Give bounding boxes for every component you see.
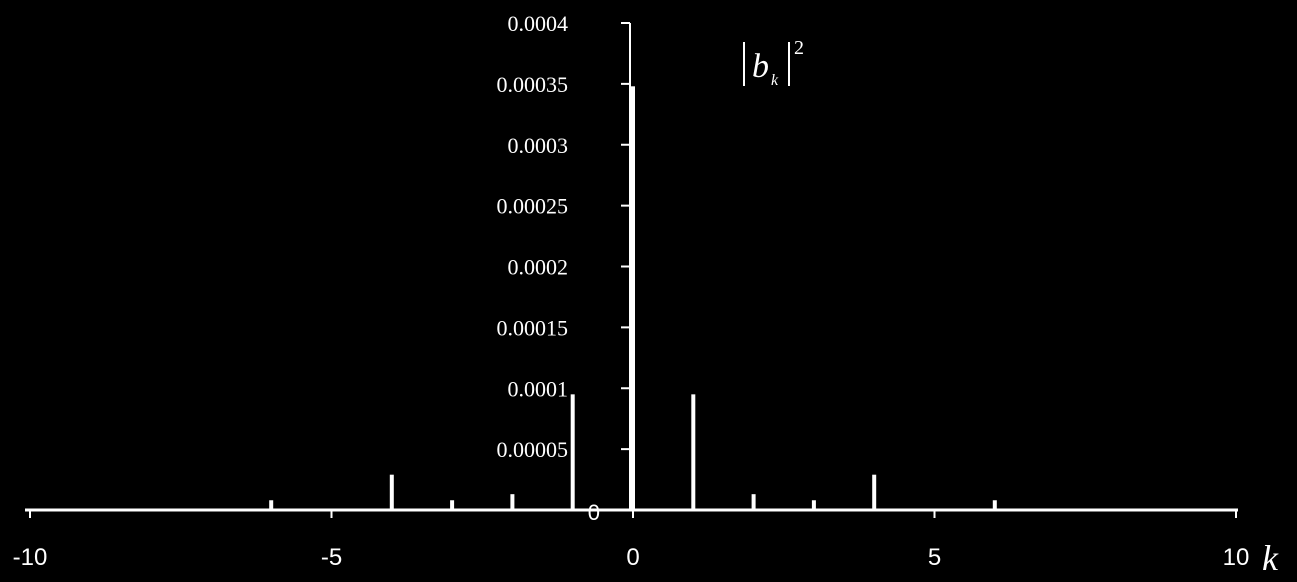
y-tick-label: 0.00015 xyxy=(497,315,569,340)
y-axis-label: b k2 xyxy=(743,37,804,89)
y-tick-label: 0 xyxy=(588,500,600,525)
x-tick-label: -10 xyxy=(13,544,48,571)
bar-k-6 xyxy=(992,500,997,510)
labels: -10 -5 0 5 10 0 0.00005 0.0001 0.00015 0.0002 0.00… xyxy=(13,11,1279,578)
bar-k-0 xyxy=(631,86,635,510)
bars xyxy=(269,86,997,510)
bar-k--4 xyxy=(389,474,394,510)
y-tick-label: 0.00005 xyxy=(497,437,569,462)
bar-k--2 xyxy=(510,494,515,510)
ticks xyxy=(29,22,1237,518)
bar-k--3 xyxy=(450,500,455,510)
bar-k--6 xyxy=(269,500,274,510)
y-axis-label-superscript: 2 xyxy=(794,37,804,59)
y-tick-label: 0.00025 xyxy=(497,194,569,219)
y-tick-label: 0.00035 xyxy=(497,72,569,97)
bar-k-1 xyxy=(691,394,696,510)
x-tick-label: 5 xyxy=(928,544,941,571)
bar-k--1 xyxy=(570,394,575,510)
y-axis-label-subscript: k xyxy=(771,72,779,89)
y-tick-label: 0.0004 xyxy=(508,11,569,36)
bar-k-3 xyxy=(811,500,816,510)
y-axis-label-base: b xyxy=(752,48,769,85)
bar-k-2 xyxy=(751,494,756,510)
x-tick-label: 10 xyxy=(1223,544,1250,571)
x-axis-label: k xyxy=(1262,538,1279,578)
bar-k-4 xyxy=(872,474,877,510)
y-tick-label: 0.0003 xyxy=(508,133,569,158)
y-tick-label: 0.0001 xyxy=(508,376,569,401)
x-tick-label: -5 xyxy=(321,544,342,571)
x-tick-label: 0 xyxy=(626,544,639,571)
y-tick-label: 0.0002 xyxy=(508,255,569,280)
